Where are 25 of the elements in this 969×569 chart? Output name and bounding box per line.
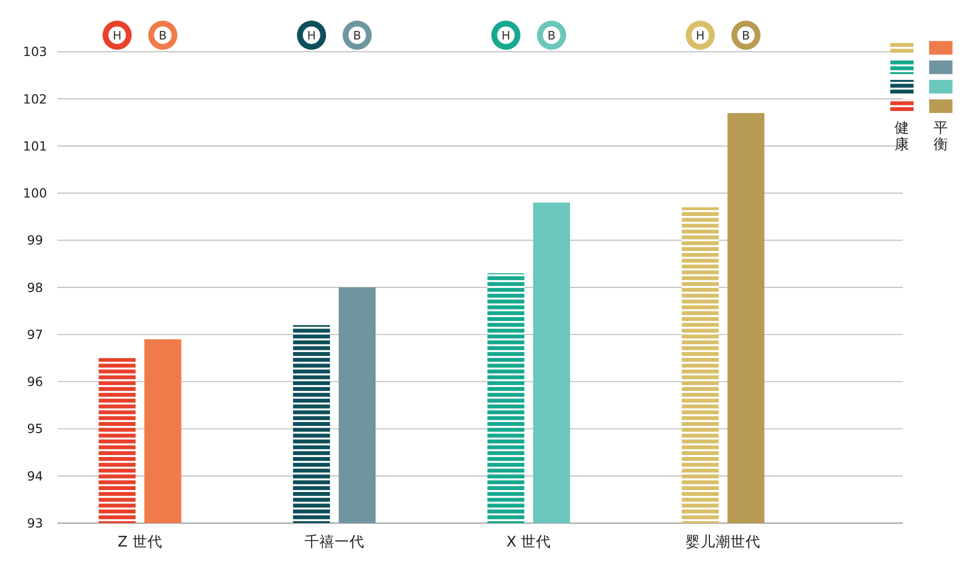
y-tick-label: 99 — [26, 232, 44, 248]
x-tick-label: Z 世代 — [118, 533, 162, 550]
y-tick-label: 101 — [22, 138, 48, 154]
y-tick-label: 103 — [22, 44, 48, 60]
y-tick-label: 100 — [22, 186, 48, 201]
text: H — [307, 28, 316, 42]
y-tick-label: 93 — [26, 516, 44, 531]
text: H — [502, 28, 510, 42]
legend-label: 平衡 — [933, 119, 948, 153]
y-tick-label: 102 — [22, 91, 48, 106]
x-tick-label: X 世代 — [506, 533, 552, 550]
x-tick-label: 千禧一代 — [304, 533, 364, 550]
text: H — [112, 28, 122, 42]
x-tick-label: 婴儿潮世代 — [686, 533, 761, 550]
legend-label: 健康 — [894, 119, 910, 153]
text: B — [353, 28, 362, 42]
text: H — [696, 28, 705, 42]
text: B — [158, 28, 167, 42]
y-tick-label: 97 — [26, 326, 44, 342]
text: B — [548, 28, 556, 42]
y-tick-label: 98 — [26, 280, 44, 295]
y-tick-label: 96 — [26, 374, 44, 390]
y-tick-label: 94 — [26, 468, 44, 484]
text: B — [742, 28, 750, 42]
y-tick-label: 95 — [26, 421, 44, 436]
